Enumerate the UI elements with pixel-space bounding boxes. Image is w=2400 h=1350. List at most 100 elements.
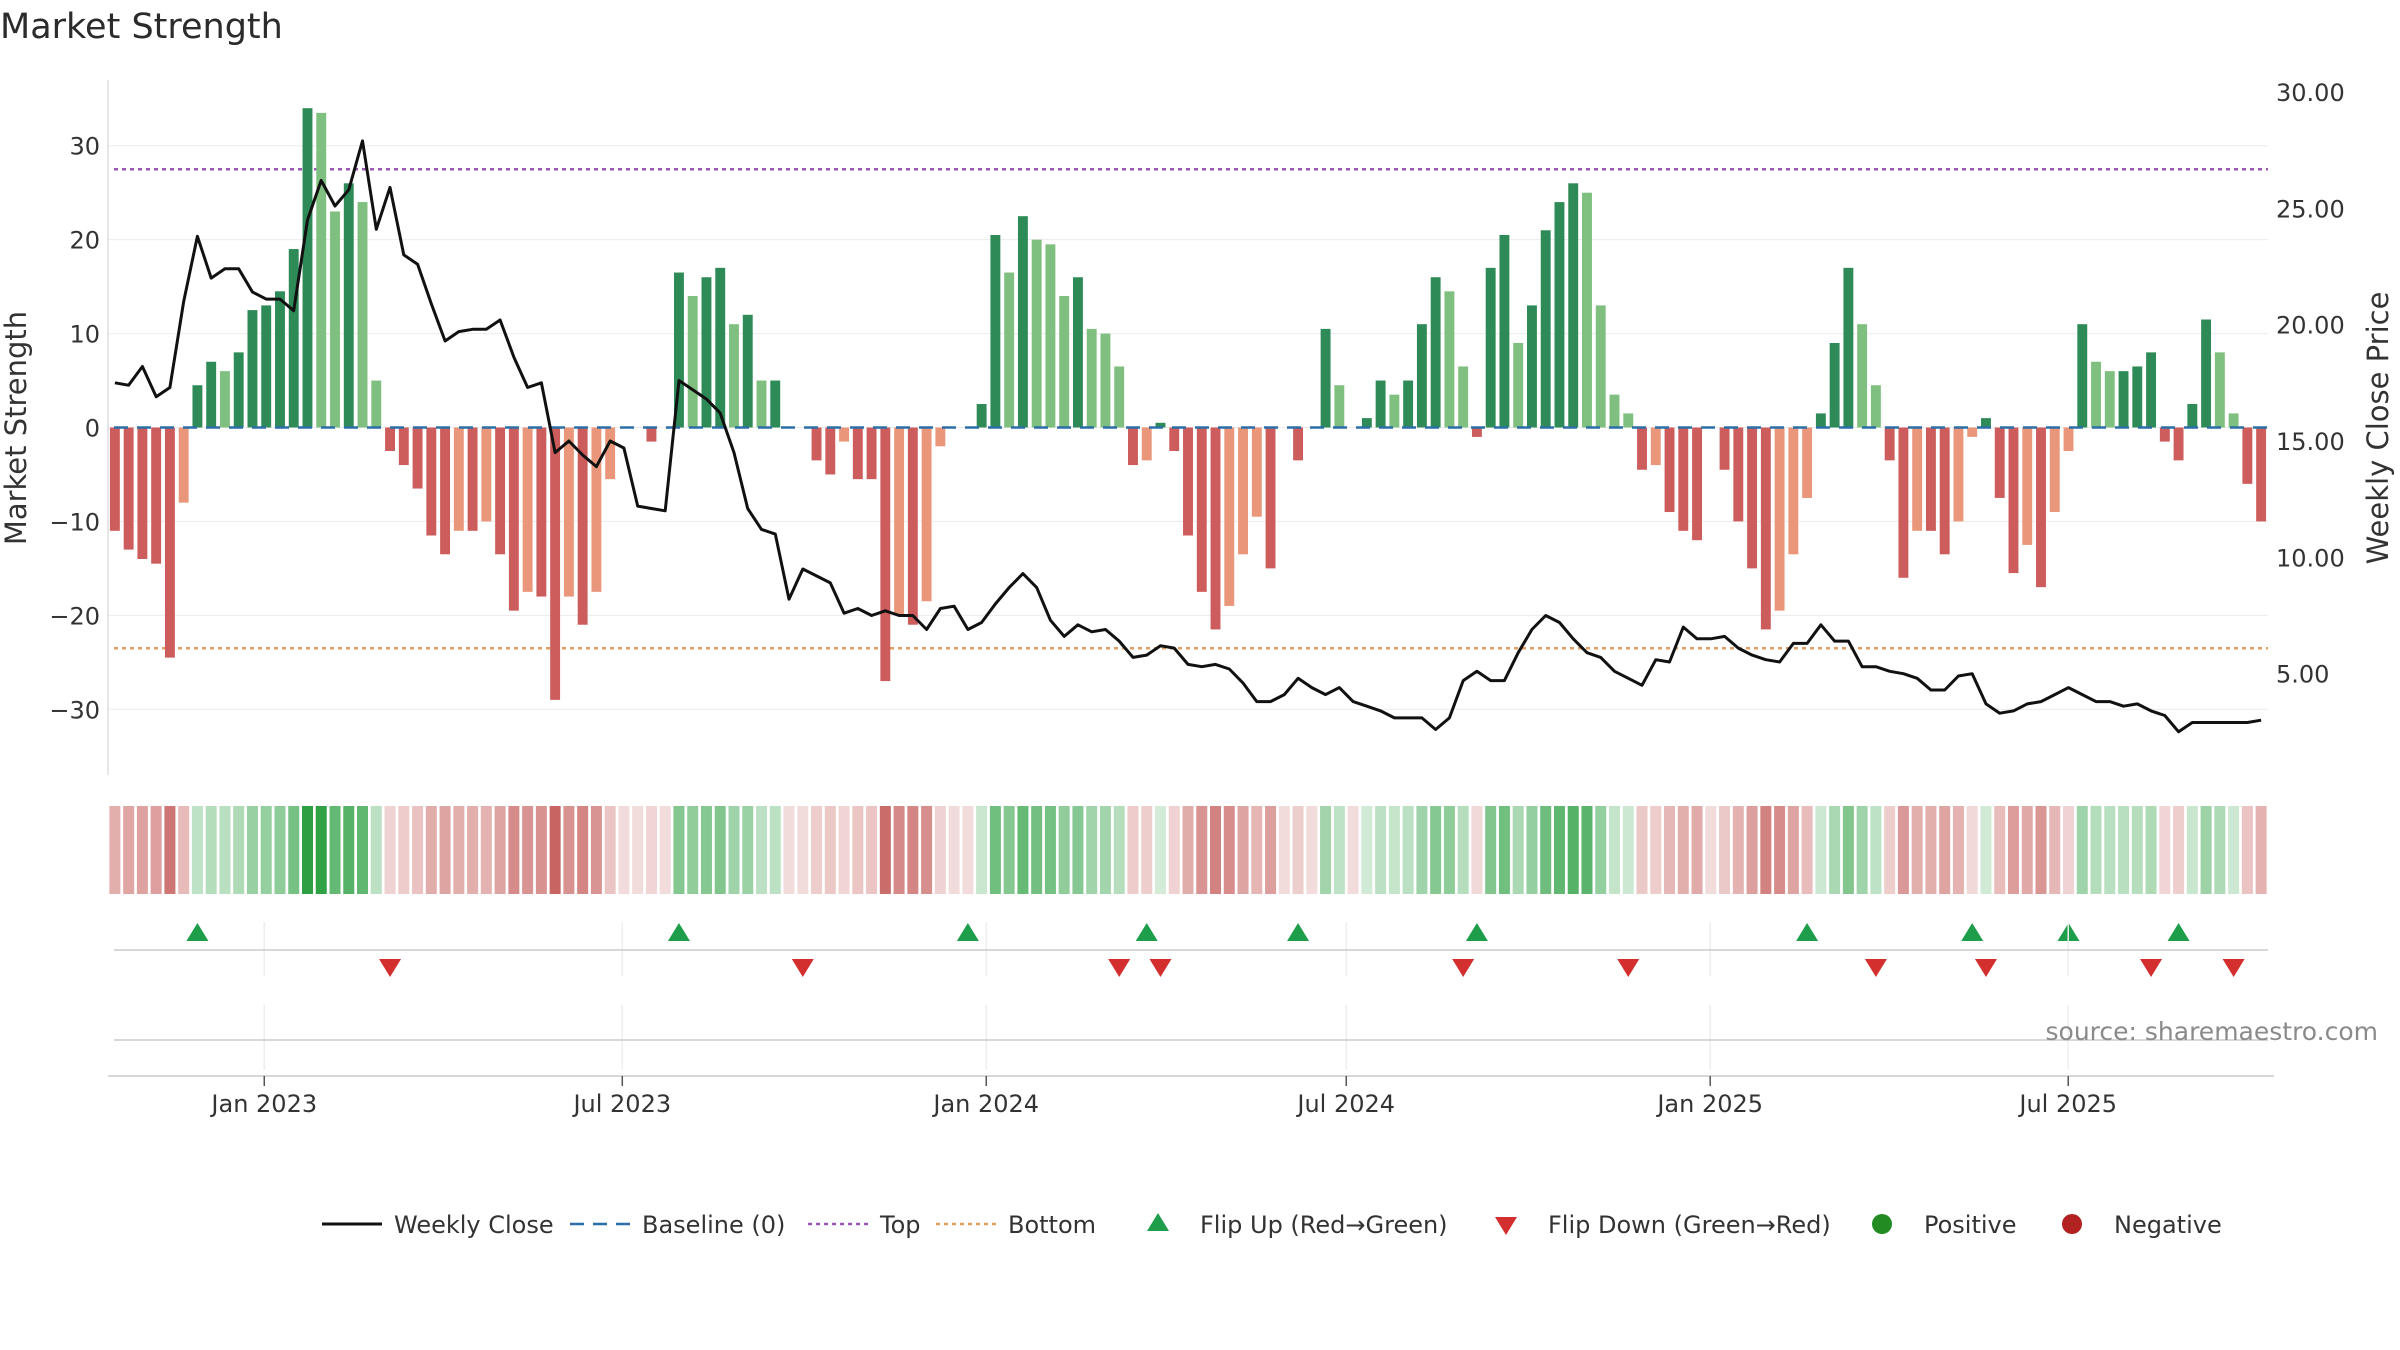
strip-cell <box>1526 806 1538 894</box>
strip-cell <box>2076 806 2088 894</box>
strength-bar <box>1609 394 1620 428</box>
strength-bar <box>2118 371 2129 428</box>
strip-cell <box>522 806 534 894</box>
strength-bar <box>316 112 327 428</box>
x-tick-label: Jul 2025 <box>2017 1090 2117 1118</box>
y2-tick-label: 25.00 <box>2276 195 2345 223</box>
strength-bar <box>2008 427 2019 574</box>
strength-bar <box>371 380 382 428</box>
strip-cell <box>2228 806 2240 894</box>
strip-cell <box>1608 806 1620 894</box>
strength-bar <box>1760 427 1771 630</box>
strip-cell <box>1113 806 1125 894</box>
strip-cell <box>700 806 712 894</box>
strength-bar <box>233 352 244 428</box>
strip-cell <box>1567 806 1579 894</box>
flip-up-marker <box>186 923 209 941</box>
strip-cell <box>866 806 878 894</box>
strip-cell <box>164 806 176 894</box>
strength-bar <box>1829 342 1840 428</box>
strip-cell <box>136 806 148 894</box>
strength-bar <box>880 427 891 682</box>
legend-flip-up-icon <box>1147 1213 1169 1231</box>
strength-bar <box>1719 427 1730 470</box>
strength-bar <box>453 427 464 531</box>
legend-item: Weekly Close <box>322 1211 554 1239</box>
strip-cell <box>2118 806 2130 894</box>
strength-bar <box>935 427 946 447</box>
strength-bar <box>1884 427 1895 461</box>
strip-cell <box>756 806 768 894</box>
strength-bar <box>1788 427 1799 555</box>
strip-cell <box>907 806 919 894</box>
strip-cell <box>989 806 1001 894</box>
strip-cell <box>1980 806 1992 894</box>
strip-cell <box>288 806 300 894</box>
strip-cell <box>1361 806 1373 894</box>
strip-cell <box>1306 806 1318 894</box>
strength-bar <box>412 427 423 489</box>
strength-bar <box>1664 427 1675 513</box>
strip-cell <box>618 806 630 894</box>
strength-bar <box>770 380 781 428</box>
strip-cell <box>797 806 809 894</box>
strength-bar <box>1072 277 1083 428</box>
strip-cell <box>301 806 313 894</box>
strength-bar <box>2256 427 2267 522</box>
strength-bar <box>495 427 506 555</box>
strength-bar <box>1692 427 1702 541</box>
legend-label: Weekly Close <box>394 1211 554 1239</box>
strength-bar <box>1100 333 1111 428</box>
strength-bar <box>536 427 547 597</box>
strip-cell <box>659 806 671 894</box>
strip-cell <box>1099 806 1111 894</box>
strip-cell <box>1856 806 1868 894</box>
strength-bar <box>1939 427 1950 555</box>
strip-cell <box>1897 806 1909 894</box>
strength-bar <box>508 427 519 611</box>
strip-cell <box>1168 806 1180 894</box>
y-tick-label: 0 <box>85 415 100 443</box>
strip-cell <box>962 806 974 894</box>
strength-bar <box>137 427 148 559</box>
strength-bar <box>275 291 285 428</box>
strip-cell <box>1952 806 1964 894</box>
strip-cell <box>2104 806 2116 894</box>
strip-cell <box>1884 806 1896 894</box>
strip-cell <box>1691 806 1703 894</box>
strip-cell <box>645 806 657 894</box>
strip-cell <box>824 806 836 894</box>
strength-bar <box>2173 427 2184 461</box>
strength-bars <box>109 108 2267 700</box>
legend-label: Positive <box>1924 1211 2017 1239</box>
strength-bar <box>866 427 877 480</box>
strength-bar <box>481 427 492 522</box>
strip-cell <box>2186 806 2198 894</box>
strength-bar <box>1196 427 1207 592</box>
y-tick-label: −30 <box>49 696 100 724</box>
flip-up-marker <box>1135 923 1158 941</box>
strip-cell <box>343 806 355 894</box>
strength-bar <box>1513 342 1524 428</box>
legend-item: Positive <box>1872 1211 2017 1239</box>
legend-item: Flip Up (Red→Green) <box>1147 1211 1448 1239</box>
strength-bar <box>1925 427 1936 531</box>
strength-bar <box>563 427 574 597</box>
strength-bar <box>1416 324 1427 428</box>
strength-bar <box>1403 380 1414 428</box>
strength-bar <box>522 427 533 592</box>
strip-cell <box>1801 806 1813 894</box>
strip-cell <box>1265 806 1277 894</box>
strength-color-strip <box>109 806 2267 894</box>
strength-bar <box>109 427 120 531</box>
strip-cell <box>315 806 327 894</box>
strength-bar <box>1183 427 1193 536</box>
strip-cell <box>879 806 891 894</box>
strip-cell <box>178 806 190 894</box>
flip-up-marker <box>2167 923 2190 941</box>
strength-bar <box>2214 352 2225 428</box>
legend-dot-icon <box>1872 1214 1892 1234</box>
y2-tick-label: 30.00 <box>2276 79 2345 107</box>
strip-cell <box>1196 806 1208 894</box>
strip-cell <box>439 806 451 894</box>
